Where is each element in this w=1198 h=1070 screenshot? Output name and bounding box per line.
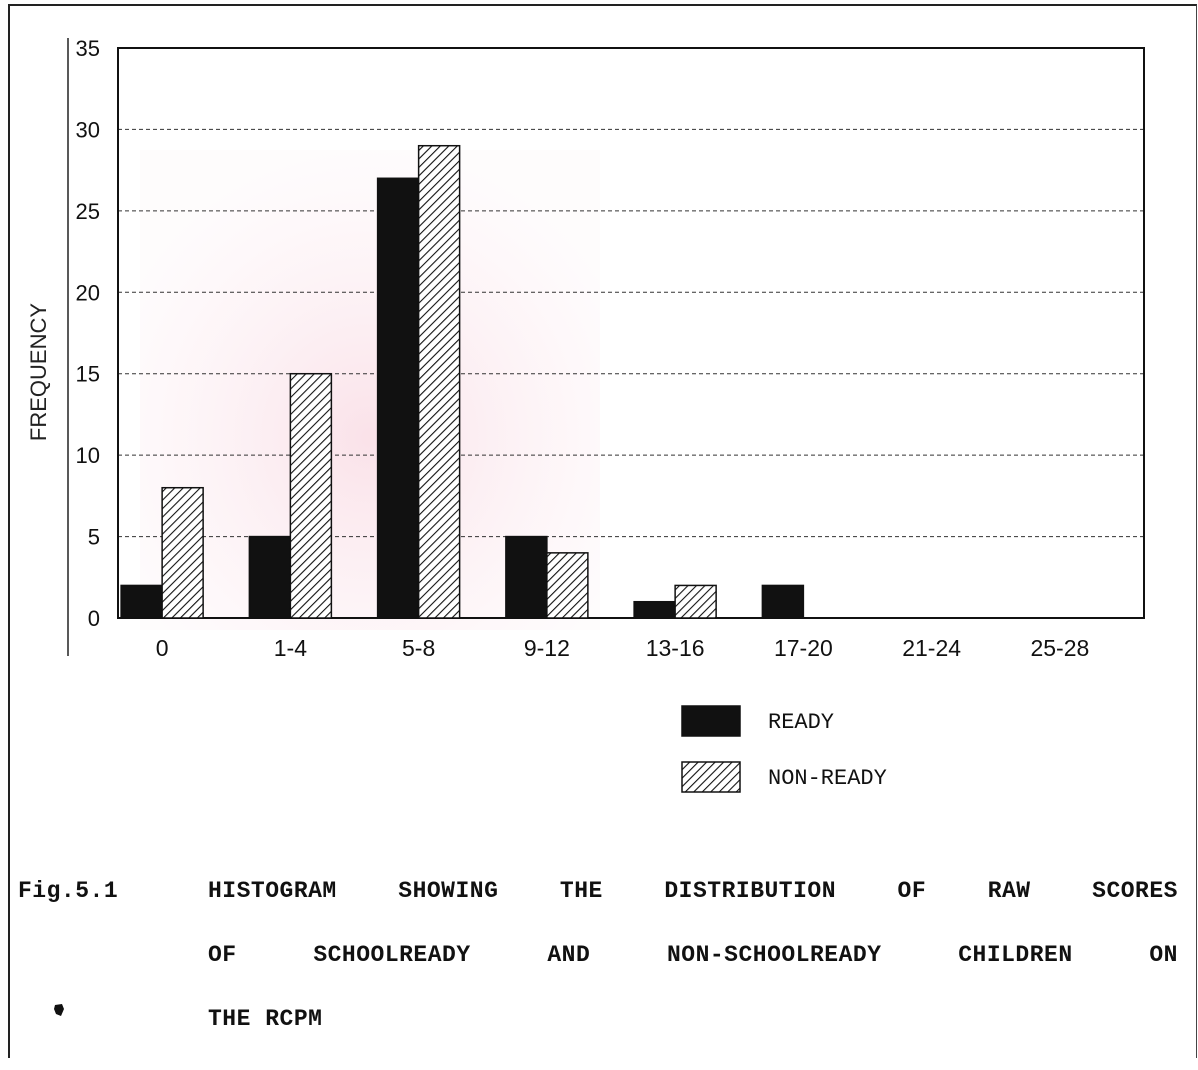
y-axis-label: FREQUENCY xyxy=(26,303,51,441)
caption-word: OF xyxy=(897,878,927,904)
caption-word: DISTRIBUTION xyxy=(664,878,837,904)
bar-ready xyxy=(633,600,676,619)
x-tick-label: 25-28 xyxy=(1030,635,1089,661)
x-tick-label: 5-8 xyxy=(402,635,435,661)
x-tick-label: 0 xyxy=(156,635,169,661)
caption-word: OF xyxy=(208,942,237,968)
figure-frame xyxy=(8,4,1197,1058)
caption-word: NON-SCHOOLREADY xyxy=(666,942,882,968)
legend-swatch xyxy=(681,761,741,793)
caption-word: HISTOGRAM xyxy=(208,878,337,904)
caption-word: RAW xyxy=(987,878,1031,904)
legend-label: READY xyxy=(768,710,834,735)
legend: READY NON-READY xyxy=(681,705,887,793)
plot-frame xyxy=(117,47,1145,619)
x-tick-label: 13-16 xyxy=(646,635,705,661)
caption-line-3: THE RCPM xyxy=(208,1006,1178,1032)
figure-caption: Fig.5.1 HISTOGRAM SHOWING THE DISTRIBUTI… xyxy=(18,878,1178,1070)
bar-ready xyxy=(248,535,292,619)
bar-ready xyxy=(761,584,805,619)
caption-line-2: OF SCHOOLREADY AND NON-SCHOOLREADY CHILD… xyxy=(208,942,1178,968)
caption-word: SHOWING xyxy=(398,878,499,904)
caption-line-1: HISTOGRAM SHOWING THE DISTRIBUTION OF RA… xyxy=(208,878,1178,904)
x-tick-label: 17-20 xyxy=(774,635,833,661)
x-tick-labels: 0 1-4 5-8 9-12 13-16 17-20 21-24 25-28 xyxy=(156,635,1090,661)
caption-word: THE xyxy=(559,878,603,904)
legend-label: NON-READY xyxy=(768,766,887,791)
bar-non-ready xyxy=(417,144,461,619)
legend-swatch xyxy=(681,705,741,737)
y-tick-label: 10 xyxy=(76,443,100,468)
caption-word: AND xyxy=(547,942,591,968)
bars xyxy=(120,144,805,619)
y-tick-label: 20 xyxy=(76,280,100,305)
caption-word: SCORES xyxy=(1092,878,1178,904)
y-tick-label: 15 xyxy=(76,362,100,387)
bar-non-ready xyxy=(546,552,589,619)
x-tick-label: 9-12 xyxy=(524,635,570,661)
y-tick-label: 35 xyxy=(76,36,100,61)
bar-non-ready xyxy=(289,372,333,619)
caption-word: CHILDREN xyxy=(958,942,1073,968)
caption-word: ON xyxy=(1149,942,1178,968)
x-tick-label: 21-24 xyxy=(902,635,961,661)
y-tick-label: 0 xyxy=(88,606,100,631)
caption-word: SCHOOLREADY xyxy=(313,942,471,968)
bar-non-ready xyxy=(674,584,717,619)
figure-number: Fig.5.1 xyxy=(18,878,119,904)
y-tick-label: 5 xyxy=(88,525,100,550)
bar-ready xyxy=(505,535,548,619)
y-tick-labels: 0 5 10 15 20 25 30 35 xyxy=(76,36,100,631)
ink-speck xyxy=(54,1004,64,1016)
caption-word: THE RCPM xyxy=(208,1006,323,1032)
y-tick-label: 25 xyxy=(76,199,100,224)
bar-ready xyxy=(120,584,163,619)
axes xyxy=(67,38,1145,656)
x-tick-label: 1-4 xyxy=(274,635,307,661)
histogram-chart: 0 5 10 15 20 25 30 35 0 1-4 5-8 9-12 13-16 17-20 21-2… xyxy=(26,36,1145,793)
bar-non-ready xyxy=(161,486,204,619)
bar-ready xyxy=(376,177,420,619)
y-tick-label: 30 xyxy=(76,117,100,142)
